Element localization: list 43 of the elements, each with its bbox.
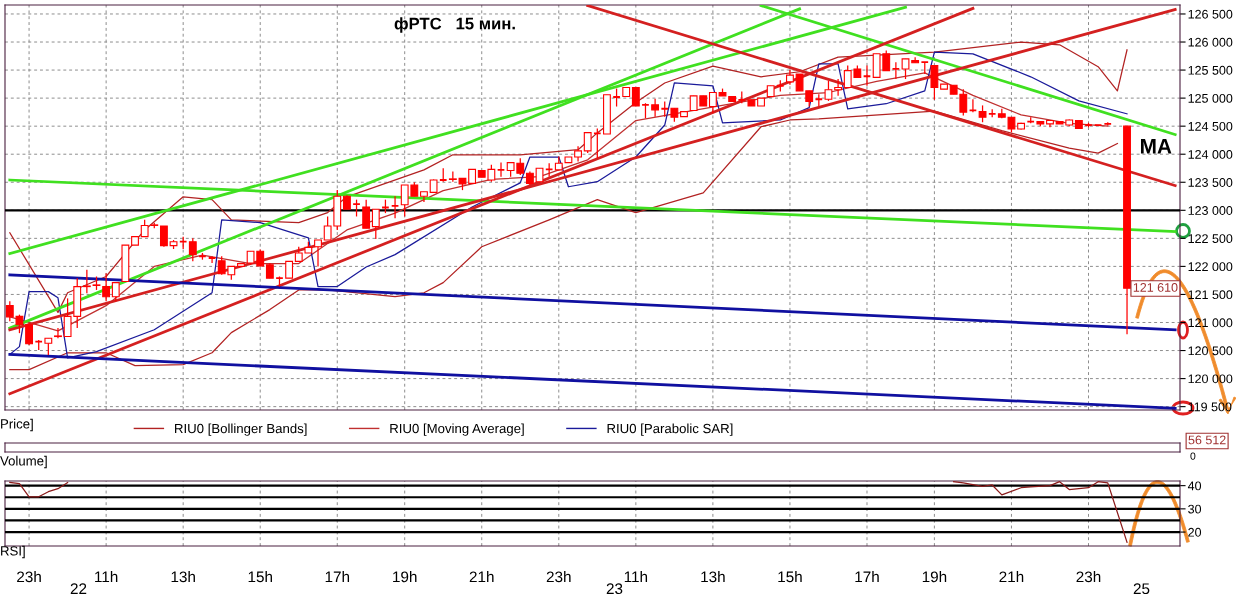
x-tick-label: 17h xyxy=(855,571,879,583)
annotation: 121 610 xyxy=(1133,283,1178,292)
x-tick-label: 11h xyxy=(624,571,648,583)
y-tick-label: 126 500 xyxy=(1188,9,1233,19)
legend-label: RIU0 [Parabolic SAR] xyxy=(607,423,733,436)
y-tick-label: 120 500 xyxy=(1188,346,1233,356)
text: 56 512 xyxy=(1188,435,1226,445)
y-tick-label: 126 000 xyxy=(1188,37,1233,47)
y-tick-label: 122 500 xyxy=(1188,234,1233,243)
legend-label: RIU0 [Bollinger Bands] xyxy=(175,423,307,436)
text: 22 xyxy=(70,583,87,594)
y-tick-label: 20 xyxy=(1188,527,1202,537)
y-tick-label: 124 000 xyxy=(1188,150,1233,159)
x-tick-label: 21h xyxy=(999,571,1024,583)
text: Volume] xyxy=(0,455,47,469)
y-tick-label: 125 000 xyxy=(1188,93,1233,103)
text: 23 xyxy=(606,583,623,595)
x-tick-label: 17h xyxy=(325,571,350,583)
legend-label: RIU0 [Moving Average] xyxy=(390,423,524,436)
text: Price] xyxy=(1,418,33,432)
x-tick-label: 23h xyxy=(1076,571,1101,583)
text: фРТС 15 мин. xyxy=(394,17,515,33)
x-tick-label: 19h xyxy=(393,571,417,583)
y-tick-label: 123 000 xyxy=(1188,206,1233,215)
x-tick-label: 13h xyxy=(701,571,725,583)
y-tick-label: 122 000 xyxy=(1188,262,1233,272)
y-tick-label: 30 xyxy=(1188,504,1202,514)
x-tick-label: 15h xyxy=(248,571,272,583)
x-tick-label: 21h xyxy=(469,571,494,583)
y-tick-label: 123 500 xyxy=(1188,178,1233,187)
x-tick-label: 13h xyxy=(171,571,195,583)
text: 0 xyxy=(1190,452,1196,460)
y-tick-label: 125 500 xyxy=(1188,65,1233,75)
x-tick-label: 19h xyxy=(922,571,947,583)
x-tick-label: 11h xyxy=(95,571,118,583)
y-tick-label: 124 500 xyxy=(1188,121,1233,131)
x-tick-label: 15h xyxy=(778,571,802,583)
text: 25 xyxy=(1133,583,1150,595)
y-tick-label: 40 xyxy=(1187,481,1202,491)
text: RSI] xyxy=(1,545,25,559)
x-tick-label: 23h xyxy=(17,571,41,583)
annotation: MA xyxy=(1140,139,1172,154)
x-tick-label: 23h xyxy=(546,571,571,583)
